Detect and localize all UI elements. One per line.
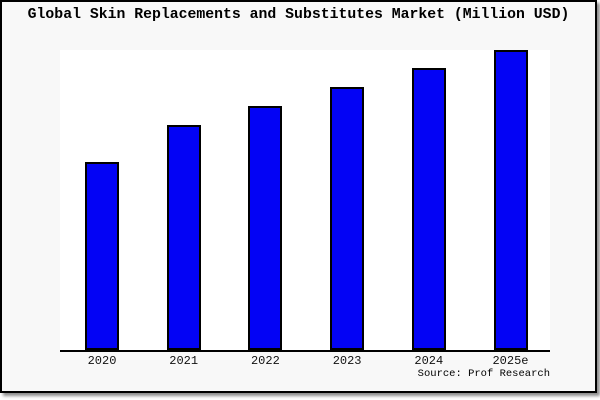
x-tick-label-2022: 2022 — [250, 354, 280, 368]
bar-2022 — [248, 106, 283, 350]
bar-2021 — [166, 125, 201, 350]
plot-area — [60, 50, 550, 352]
bar-2023 — [330, 87, 365, 350]
x-tick-label-2023: 2023 — [332, 354, 362, 368]
bar-2020 — [85, 162, 119, 350]
chart-title: Global Skin Replacements and Substitutes… — [27, 7, 570, 23]
x-tick-label-2024: 2024 — [414, 354, 444, 368]
x-tick-label-2021: 2021 — [169, 354, 199, 368]
bar-2025e — [493, 50, 528, 350]
x-tick-label-2020: 2020 — [87, 354, 117, 368]
x-tick-label-2025e: 2025e — [492, 354, 529, 368]
x-axis-labels: 2020 2021 2022 2023 2024 2025e — [60, 354, 550, 370]
source-credit: Source: Prof Research — [417, 368, 550, 380]
bar-2024 — [411, 68, 446, 350]
chart-card: Global Skin Replacements and Substitutes… — [0, 0, 597, 393]
